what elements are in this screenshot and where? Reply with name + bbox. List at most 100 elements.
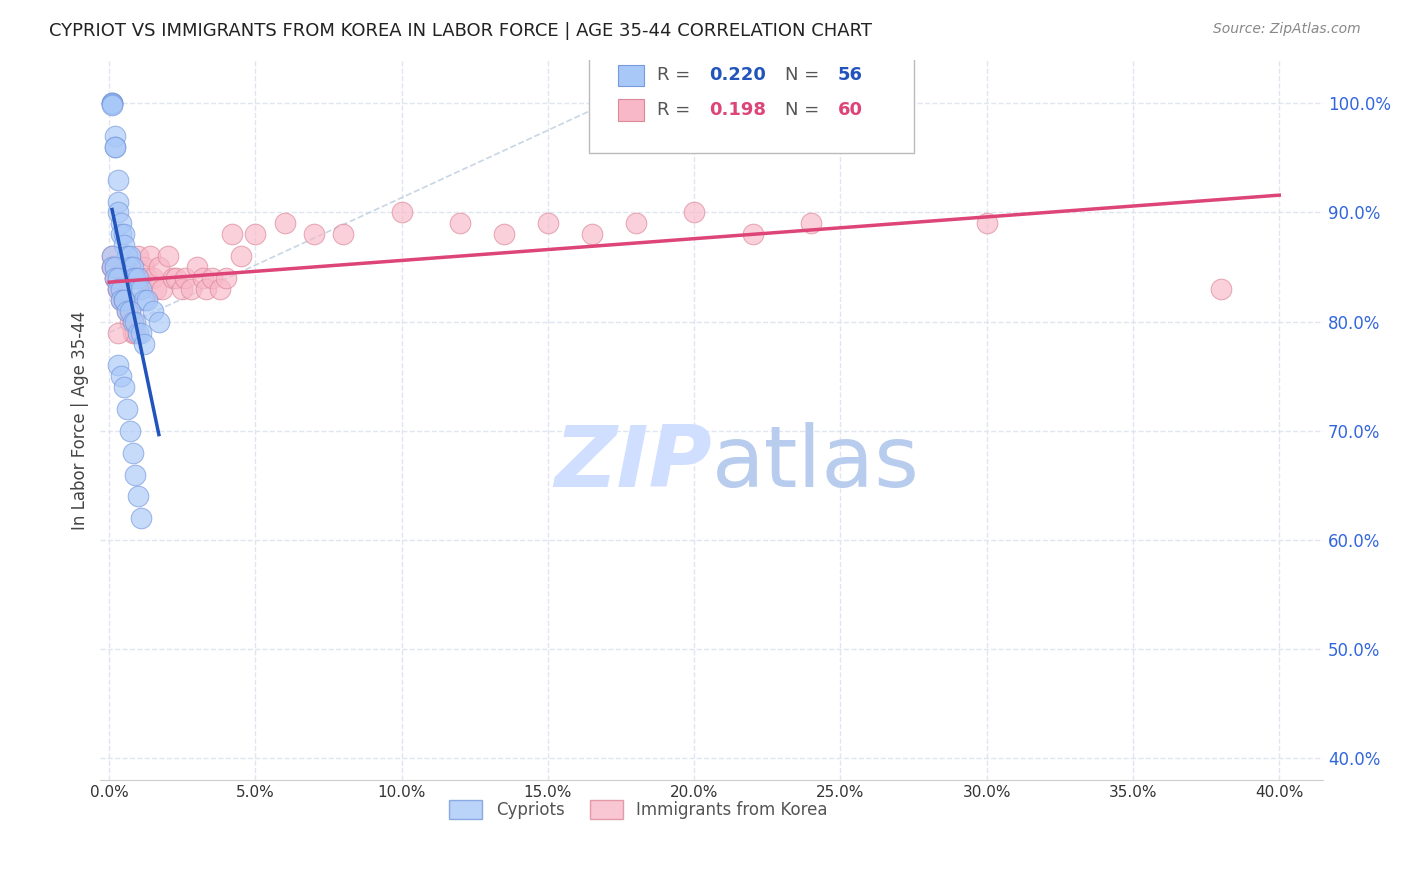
Point <box>191 271 214 285</box>
Point <box>186 260 208 274</box>
Point <box>115 249 138 263</box>
Point <box>101 96 124 111</box>
Point <box>101 260 124 274</box>
Point <box>118 315 141 329</box>
Point <box>156 249 179 263</box>
Point <box>101 96 124 111</box>
Point <box>112 293 135 307</box>
Point <box>107 282 129 296</box>
Text: CYPRIOT VS IMMIGRANTS FROM KOREA IN LABOR FORCE | AGE 35-44 CORRELATION CHART: CYPRIOT VS IMMIGRANTS FROM KOREA IN LABO… <box>49 22 872 40</box>
Point <box>194 282 217 296</box>
Point <box>127 489 149 503</box>
Point <box>1209 282 1232 296</box>
Point <box>127 326 149 340</box>
Point <box>172 282 194 296</box>
Point <box>124 271 146 285</box>
Point <box>101 260 124 274</box>
Point <box>112 238 135 252</box>
Point <box>215 271 238 285</box>
Point <box>110 227 132 242</box>
Point <box>124 315 146 329</box>
Point <box>118 249 141 263</box>
Point <box>118 260 141 274</box>
FancyBboxPatch shape <box>617 99 644 120</box>
Point <box>110 282 132 296</box>
Point <box>101 97 124 112</box>
Point <box>131 511 153 525</box>
Point <box>107 326 129 340</box>
Text: R =: R = <box>657 67 696 85</box>
Point <box>136 293 159 307</box>
Point <box>800 216 823 230</box>
Text: ZIP: ZIP <box>554 422 711 505</box>
Point <box>110 369 132 384</box>
Point <box>110 216 132 230</box>
Point <box>115 249 138 263</box>
Point <box>104 260 127 274</box>
Point <box>118 424 141 438</box>
Point <box>104 271 127 285</box>
Point <box>104 140 127 154</box>
Point <box>302 227 325 242</box>
Point <box>200 271 222 285</box>
Text: atlas: atlas <box>711 422 920 505</box>
Point <box>142 303 165 318</box>
Text: N =: N = <box>785 67 825 85</box>
Point <box>139 249 162 263</box>
Point <box>537 216 560 230</box>
Point <box>134 260 156 274</box>
Point <box>148 260 170 274</box>
Point <box>101 249 124 263</box>
FancyBboxPatch shape <box>589 54 914 153</box>
FancyBboxPatch shape <box>617 64 644 87</box>
Point <box>134 336 156 351</box>
Point <box>131 326 153 340</box>
Text: N =: N = <box>785 101 825 119</box>
Point <box>162 271 184 285</box>
Point <box>150 282 173 296</box>
Point <box>142 271 165 285</box>
Text: 60: 60 <box>838 101 863 119</box>
Point <box>101 96 124 111</box>
Point <box>127 249 149 263</box>
Point <box>581 227 603 242</box>
Legend: Cypriots, Immigrants from Korea: Cypriots, Immigrants from Korea <box>443 794 834 826</box>
Point <box>683 205 706 219</box>
Text: 0.198: 0.198 <box>709 101 766 119</box>
Point <box>145 282 167 296</box>
Point <box>131 282 153 296</box>
Point <box>112 293 135 307</box>
Point <box>449 216 471 230</box>
Point <box>332 227 354 242</box>
Point <box>107 271 129 285</box>
Point <box>107 271 129 285</box>
Point <box>101 260 124 274</box>
Point <box>148 315 170 329</box>
Point <box>121 271 143 285</box>
Point <box>101 249 124 263</box>
Point <box>121 326 143 340</box>
Point <box>101 98 124 112</box>
Point <box>107 205 129 219</box>
Point <box>104 260 127 274</box>
Point <box>165 271 187 285</box>
Point <box>136 271 159 285</box>
Point <box>741 227 763 242</box>
Point <box>273 216 295 230</box>
Point <box>127 271 149 285</box>
Point <box>209 282 232 296</box>
Point <box>127 282 149 296</box>
Point <box>976 216 998 230</box>
Point <box>104 271 127 285</box>
Point <box>112 293 135 307</box>
Point <box>127 271 149 285</box>
Point <box>107 172 129 186</box>
Text: Source: ZipAtlas.com: Source: ZipAtlas.com <box>1213 22 1361 37</box>
Point <box>221 227 243 242</box>
Point <box>245 227 267 242</box>
Point <box>112 227 135 242</box>
Point <box>180 282 202 296</box>
Point <box>124 326 146 340</box>
Y-axis label: In Labor Force | Age 35-44: In Labor Force | Age 35-44 <box>72 310 89 530</box>
Point <box>112 293 135 307</box>
